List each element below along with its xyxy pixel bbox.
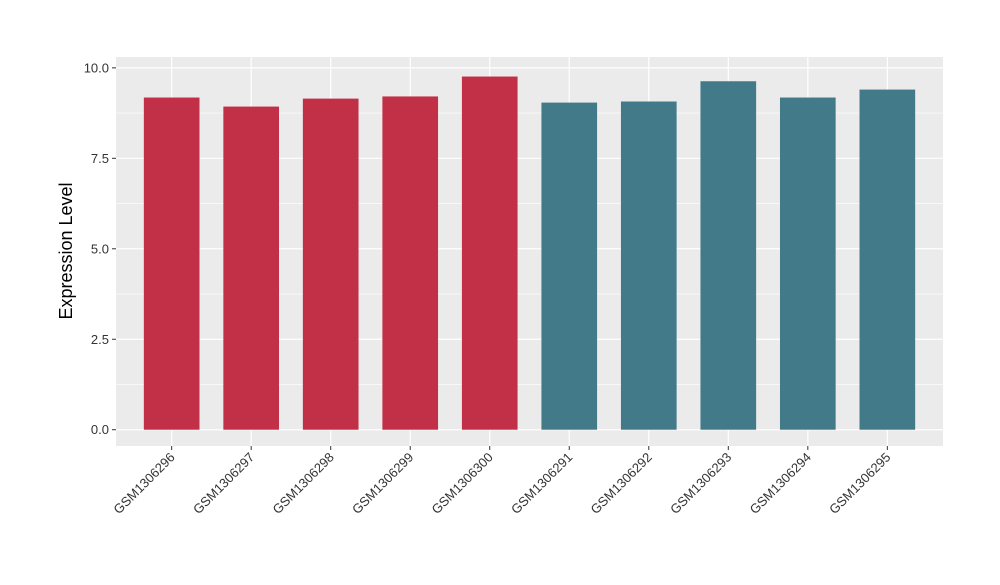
bar-GSM1306296 [143,97,200,430]
x-tick-label: GSM1306299 [349,450,416,517]
bar-GSM1306298 [302,98,359,430]
y-tick-label: 2.5 [91,332,109,347]
x-tick-label: GSM1306300 [429,450,496,517]
y-tick-label: 7.5 [91,151,109,166]
bar-GSM1306293 [700,81,757,430]
y-axis-label: Expression Level [56,182,76,319]
x-axis: GSM1306296 GSM1306297 GSM1306298 GSM1306299… [110,446,893,517]
y-tick-label: 0.0 [91,422,109,437]
y-tick-label: 5.0 [91,241,109,256]
bar-GSM1306292 [620,101,677,430]
x-tick-label: GSM1306295 [826,450,893,517]
x-tick-label: GSM1306297 [190,450,257,517]
x-tick-label: GSM1306292 [588,450,655,517]
bars [143,76,916,430]
bar-GSM1306295 [859,89,916,430]
bar-GSM1306294 [779,97,836,430]
y-axis: 0.0 2.5 5.0 7.5 10.0 [84,60,116,437]
x-tick-label: GSM1306294 [747,450,814,517]
y-tick-label: 10.0 [84,60,109,75]
x-tick-label: GSM1306296 [110,450,177,517]
x-tick-label: GSM1306293 [667,450,734,517]
bar-GSM1306300 [461,76,518,430]
x-tick-label: GSM1306298 [269,450,336,517]
bar-GSM1306297 [223,106,280,430]
bar-GSM1306291 [541,102,598,430]
x-tick-label: GSM1306291 [508,450,575,517]
bar-GSM1306299 [382,96,439,430]
